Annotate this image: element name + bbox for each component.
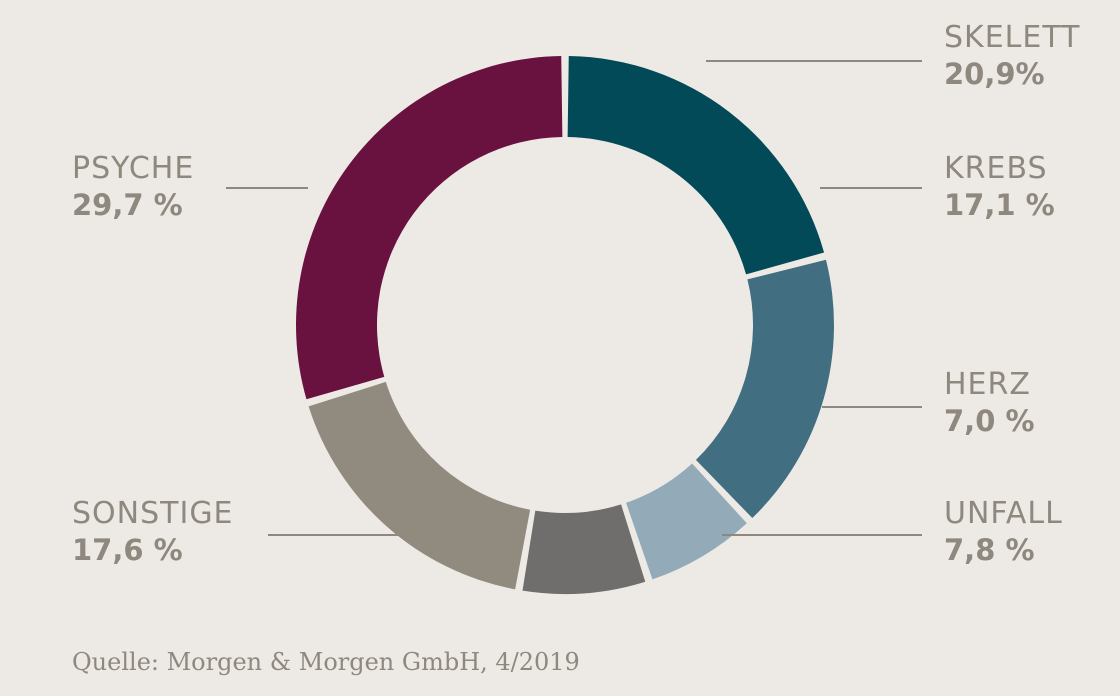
label-skelett: SKELETT 20,9% — [944, 20, 1080, 92]
source-note: Quelle: Morgen & Morgen GmbH, 4/2019 — [72, 648, 580, 676]
slice-value: 17,1 % — [944, 187, 1055, 222]
slice-value: 20,9% — [944, 56, 1045, 91]
label-herz: HERZ 7,0 % — [944, 367, 1035, 439]
slice-krebs — [695, 259, 834, 519]
label-krebs: KREBS 17,1 % — [944, 151, 1055, 223]
slice-unfall — [522, 504, 646, 594]
leader-line-skelett — [706, 60, 922, 62]
label-unfall: UNFALL 7,8 % — [944, 496, 1063, 568]
slice-value: 7,8 % — [944, 532, 1035, 567]
slice-label: SKELETT — [944, 20, 1081, 55]
label-psyche: PSYCHE 29,7 % — [72, 151, 194, 223]
slice-herz — [626, 463, 747, 580]
slice-value: 29,7 % — [72, 187, 183, 222]
leader-line-psyche — [226, 187, 308, 189]
leader-line-sonstige — [268, 534, 404, 536]
label-sonstige: SONSTIGE 17,6 % — [72, 496, 234, 568]
leader-line-krebs — [820, 187, 922, 189]
leader-line-unfall — [722, 534, 922, 536]
slice-label: PSYCHE — [72, 151, 195, 186]
slice-skelett — [567, 56, 825, 275]
slice-value: 7,0 % — [944, 403, 1035, 438]
slice-sonstige — [308, 381, 531, 590]
slice-label: UNFALL — [944, 496, 1063, 531]
slice-psyche — [296, 56, 563, 400]
slice-label: KREBS — [944, 151, 1048, 186]
leader-line-herz — [822, 406, 922, 408]
slice-label: SONSTIGE — [72, 496, 234, 531]
slice-value: 17,6 % — [72, 532, 183, 567]
slice-label: HERZ — [944, 367, 1031, 402]
